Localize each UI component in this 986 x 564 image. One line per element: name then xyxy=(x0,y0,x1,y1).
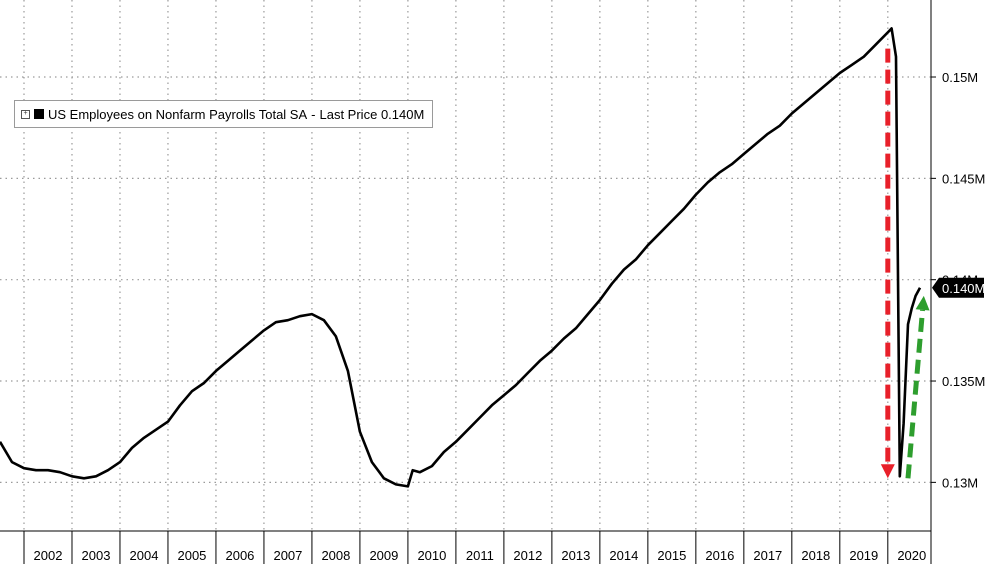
x-tick-label: 2020 xyxy=(897,548,926,563)
y-tick-label: 0.13M xyxy=(942,475,978,490)
up-arrow-shaft xyxy=(905,309,926,479)
x-tick-label: 2014 xyxy=(609,548,638,563)
x-tick-label: 2017 xyxy=(753,548,782,563)
x-tick-label: 2019 xyxy=(849,548,878,563)
last-price-tag xyxy=(932,277,984,298)
x-tick-label: 2008 xyxy=(321,548,350,563)
down-arrow-head xyxy=(880,464,895,479)
legend-separator: - xyxy=(311,106,316,122)
x-tick-label: 2013 xyxy=(561,548,590,563)
x-tick-label: 2004 xyxy=(130,548,159,563)
legend-price-label: Last Price xyxy=(319,106,378,122)
x-tick-label: 2010 xyxy=(417,548,446,563)
y-tick-label: 0.15M xyxy=(942,70,978,85)
x-tick-label: 2003 xyxy=(82,548,111,563)
x-tick-label: 2006 xyxy=(225,548,254,563)
legend-price-value: 0.140M xyxy=(380,106,425,122)
y-tick-label: 0.145M xyxy=(942,171,985,186)
chart-legend: + US Employees on Nonfarm Payrolls Total… xyxy=(14,100,434,128)
series-swatch xyxy=(34,109,44,119)
x-tick-label: 2012 xyxy=(513,548,542,563)
x-tick-label: 2002 xyxy=(34,548,63,563)
up-arrow-head xyxy=(915,295,930,311)
legend-series-name: US Employees on Nonfarm Payrolls Total S… xyxy=(48,106,308,122)
x-tick-label: 2018 xyxy=(801,548,830,563)
last-price-label: 0.140M xyxy=(942,281,985,296)
x-tick-label: 2007 xyxy=(273,548,302,563)
payrolls-series-line xyxy=(0,27,922,488)
x-tick-label: 2009 xyxy=(369,548,398,563)
expand-icon[interactable]: + xyxy=(21,109,30,119)
x-tick-label: 2011 xyxy=(466,548,494,563)
x-tick-label: 2016 xyxy=(705,548,734,563)
y-tick-label: 0.135M xyxy=(942,374,985,389)
x-tick-label: 2015 xyxy=(657,548,686,563)
x-tick-label: 2005 xyxy=(177,548,206,563)
